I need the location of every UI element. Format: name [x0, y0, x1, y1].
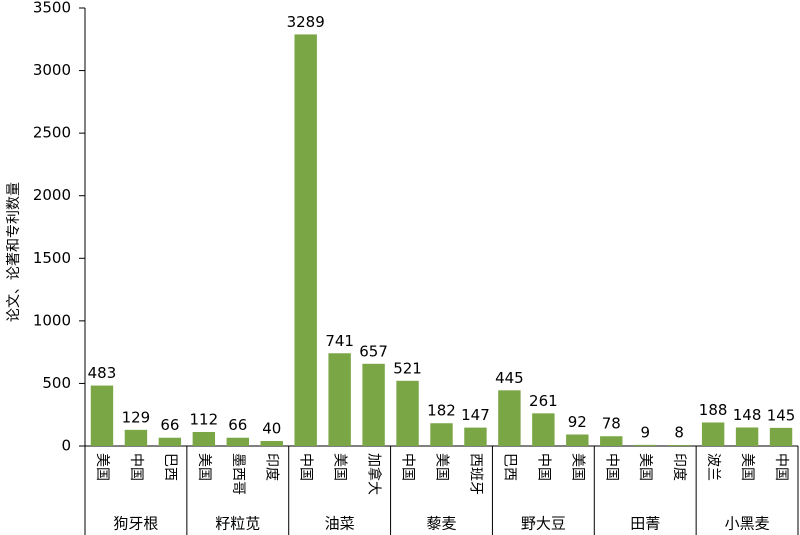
bar: [260, 440, 283, 446]
bar: [430, 423, 453, 446]
group-label: 田菁: [630, 515, 660, 533]
value-label: 741: [325, 332, 354, 350]
x-tick-label: 美国: [332, 453, 348, 481]
x-tick-label: 中国: [298, 453, 314, 481]
bar: [158, 437, 182, 446]
bar: [532, 413, 555, 446]
value-label: 9: [640, 423, 650, 441]
bar: [701, 422, 725, 446]
bar: [396, 380, 419, 446]
x-tick-label: 加拿大: [366, 453, 383, 495]
bar: [294, 34, 317, 446]
value-label: 182: [427, 402, 456, 420]
y-tick-label: 3000: [33, 61, 71, 79]
value-label: 40: [262, 419, 281, 437]
bar: [634, 444, 657, 446]
y-tick-label: 3500: [33, 0, 71, 17]
x-tick-label: 美国: [739, 453, 755, 481]
x-tick-label: 美国: [434, 453, 450, 481]
x-tick-label: 西班牙: [467, 453, 483, 495]
group-label: 狗牙根: [113, 515, 158, 533]
group-label: 野大豆: [521, 515, 566, 533]
value-label: 261: [529, 392, 558, 410]
value-label: 483: [88, 364, 117, 382]
y-tick-label: 500: [42, 374, 71, 392]
group-label: 小黑麦: [725, 515, 770, 533]
x-tick-label: 中国: [773, 453, 789, 481]
bar: [192, 431, 216, 446]
value-label: 145: [767, 406, 796, 424]
value-label: 112: [190, 410, 219, 428]
x-tick-label: 中国: [400, 453, 416, 481]
bar: [362, 363, 385, 446]
value-label: 521: [393, 359, 422, 377]
y-tick-label: 2500: [33, 124, 71, 142]
bar: [735, 427, 759, 446]
y-tick-label: 1000: [33, 311, 71, 329]
x-tick-label: 美国: [94, 453, 110, 481]
value-label: 78: [602, 415, 621, 433]
x-tick-label: 波兰: [705, 453, 721, 481]
bar: [769, 427, 793, 446]
y-tick-label: 1500: [33, 249, 71, 267]
bar: [226, 437, 249, 446]
x-tick-label: 巴西: [162, 453, 178, 481]
group-label: 籽粒苋: [215, 515, 260, 533]
group-label: 藜麦: [426, 515, 456, 533]
value-label: 188: [699, 401, 728, 419]
x-tick-label: 墨西哥: [230, 453, 246, 495]
x-tick-label: 印度: [264, 453, 280, 481]
value-label: 3289: [287, 13, 325, 31]
value-label: 148: [733, 406, 762, 424]
bar: [90, 385, 114, 446]
bar: [600, 436, 623, 446]
x-tick-label: 美国: [637, 453, 653, 481]
value-label: 66: [160, 416, 179, 434]
x-tick-label: 印度: [671, 453, 687, 481]
bar: [667, 444, 691, 446]
value-label: 445: [495, 369, 524, 387]
bar: [124, 429, 148, 446]
bar: [328, 353, 351, 446]
y-tick-label: 2000: [33, 186, 71, 204]
x-tick-label: 中国: [535, 453, 551, 481]
group-label: 油菜: [325, 515, 355, 533]
x-tick-label: 美国: [196, 453, 212, 481]
value-label: 147: [461, 406, 490, 424]
value-label: 66: [228, 416, 247, 434]
value-label: 657: [359, 342, 388, 360]
x-tick-label: 中国: [603, 453, 619, 481]
x-tick-label: 美国: [569, 453, 585, 481]
bar: [498, 390, 521, 446]
bar: [464, 427, 487, 446]
value-label: 8: [674, 423, 684, 441]
value-label: 92: [568, 413, 587, 431]
bar: [566, 434, 589, 446]
y-axis-label: 论文、论著和专利数量: [6, 182, 22, 322]
x-tick-label: 中国: [128, 453, 144, 481]
y-tick-label: 0: [61, 437, 71, 455]
value-label: 129: [122, 408, 151, 426]
x-tick-label: 巴西: [501, 453, 517, 481]
